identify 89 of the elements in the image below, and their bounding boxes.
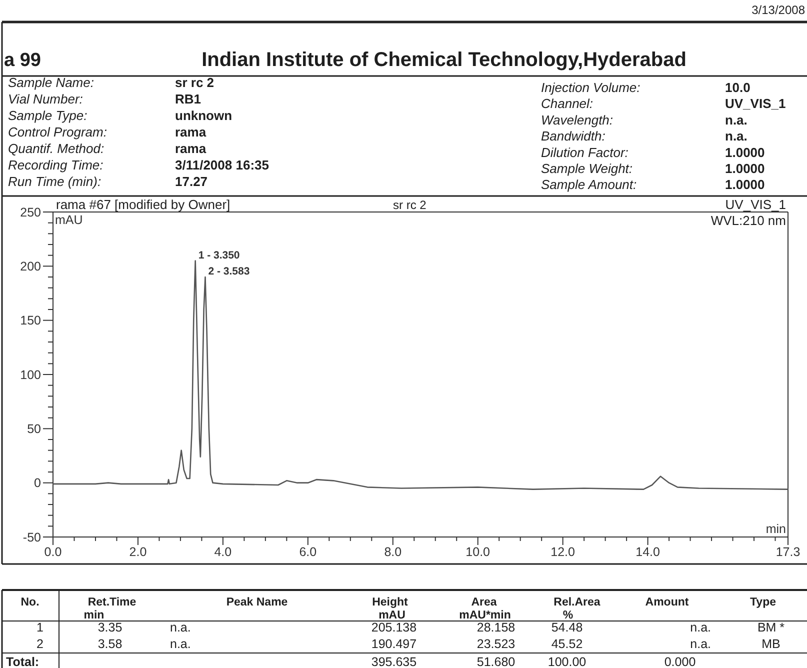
text: Type [750, 596, 776, 608]
text: 2 [36, 637, 44, 651]
line-series [52, 260, 789, 490]
text: 23.523 [476, 637, 516, 651]
y-tick-label: -50 [22, 530, 42, 544]
text: 10.0 [725, 80, 750, 95]
text: Amount [645, 596, 689, 608]
text: BM * [757, 620, 785, 634]
x-tick-label: 4.0 [214, 545, 232, 559]
text: 190.497 [371, 637, 417, 651]
text: Sample Amount: [541, 177, 638, 192]
annotation: rama #67 [modified by Owner] [56, 197, 230, 212]
annotation: sr rc 2 [393, 198, 427, 212]
annotation: UV_VIS_1 [725, 197, 786, 212]
text: n.a. [725, 128, 748, 144]
text: Channel: [541, 96, 594, 112]
y-axis-title: mAU [55, 213, 83, 227]
text: Height [372, 596, 408, 608]
text: Injection Volume: [541, 80, 641, 95]
text: rama [175, 124, 207, 140]
text: Total: [6, 655, 40, 668]
text: Rel.Area [554, 596, 601, 608]
text: 3/13/2008 [752, 3, 806, 17]
text: 28.158 [476, 620, 516, 634]
text: % [562, 610, 574, 622]
x-axis-title: min [766, 522, 786, 536]
text: 3/11/2008 16:35 [175, 158, 269, 172]
text: Run Time (min): [8, 174, 102, 189]
x-tick-label: 0.0 [44, 545, 62, 559]
x-tick-label: 10.0 [466, 545, 490, 559]
x-tick-label: 12.0 [550, 545, 576, 559]
chart-title: Indian Institute of Chemical Technology,Hyderabad [202, 49, 686, 71]
text: rama [175, 141, 207, 156]
text: 0.000 [664, 655, 696, 668]
text: UV_VIS_1 [725, 96, 786, 112]
text: 1.0000 [725, 144, 765, 160]
text: a 99 [4, 50, 41, 71]
x-tick-label: 8.0 [384, 545, 402, 559]
text: unknown [175, 108, 232, 123]
text: RB1 [175, 92, 202, 106]
text: MB [762, 637, 780, 651]
text: n.a. [690, 637, 711, 651]
text: sr rc 2 [175, 75, 214, 90]
text: Peak Name [226, 596, 288, 608]
text: 395.635 [371, 655, 417, 668]
text: Area [471, 596, 498, 608]
text: No. [20, 596, 40, 608]
x-tick-label: 6.0 [299, 545, 317, 559]
y-tick-label: 150 [20, 314, 42, 328]
text: Dilution Factor: [541, 144, 629, 160]
text: 51.680 [476, 655, 516, 668]
text: min [84, 610, 104, 622]
text: Quantif. Method: [8, 141, 104, 156]
text: mAU*min [459, 610, 511, 622]
x-tick-label: 2.0 [129, 545, 147, 559]
text: 54.48 [551, 620, 583, 634]
text: Sample Weight: [541, 161, 633, 176]
text: 1.0000 [725, 161, 765, 176]
text: 205.138 [371, 620, 417, 634]
text: Recording Time: [8, 158, 104, 172]
text: n.a. [170, 637, 191, 651]
text: 3.58 [98, 637, 122, 651]
x-tick-label: 14.0 [636, 545, 660, 559]
y-tick-label: 0 [34, 476, 42, 490]
text: Vial Number: [8, 92, 84, 106]
y-tick-label: 250 [20, 205, 42, 220]
text: 3.35 [98, 620, 122, 634]
y-tick-label: 200 [20, 260, 42, 274]
annotation: WVL:210 nm [710, 213, 786, 228]
annotation: 2 - 3.583 [208, 265, 250, 278]
text: 100.00 [548, 655, 586, 668]
text: n.a. [690, 620, 711, 634]
text: n.a. [170, 620, 191, 634]
x-tick-label: 17.3 [776, 545, 800, 559]
text: 1 [36, 620, 44, 634]
text: mAU [378, 610, 406, 622]
text: Sample Name: [8, 75, 94, 90]
y-tick-label: 50 [27, 422, 42, 436]
text: n.a. [725, 112, 748, 128]
text: Control Program: [8, 124, 108, 140]
text: 17.27 [175, 174, 208, 189]
text: 1.0000 [725, 177, 765, 192]
text: 45.52 [551, 637, 583, 651]
y-tick-label: 100 [20, 368, 42, 382]
annotation: 1 - 3.350 [198, 250, 240, 262]
text: Bandwidth: [541, 128, 606, 144]
text: Ret.Time [88, 596, 136, 608]
text: Wavelength: [541, 112, 614, 128]
text: Sample Type: [8, 108, 88, 123]
